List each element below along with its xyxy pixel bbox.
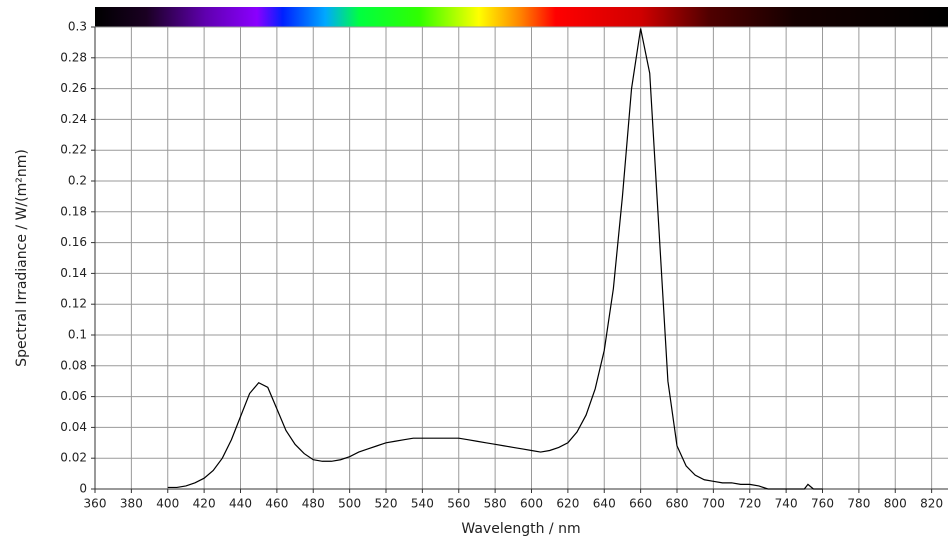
x-tick-label: 560 xyxy=(447,497,470,511)
x-tick-label: 480 xyxy=(302,497,325,511)
x-tick-label: 740 xyxy=(775,497,798,511)
y-tick-label: 0 xyxy=(79,482,87,496)
x-tick-label: 460 xyxy=(265,497,288,511)
x-tick-label: 580 xyxy=(484,497,507,511)
x-tick-label: 440 xyxy=(229,497,252,511)
y-tick-label: 0.26 xyxy=(60,81,87,95)
y-tick-label: 0.18 xyxy=(60,204,87,218)
y-tick-label: 0.16 xyxy=(60,235,87,249)
x-tick-label: 640 xyxy=(593,497,616,511)
x-tick-label: 420 xyxy=(193,497,216,511)
x-tick-label: 600 xyxy=(520,497,543,511)
x-tick-label: 380 xyxy=(120,497,143,511)
y-axis-title: Spectral Irradiance / W/(m²nm) xyxy=(14,149,30,367)
x-tick-label: 400 xyxy=(156,497,179,511)
x-tick-label: 500 xyxy=(338,497,361,511)
y-tick-label: 0.06 xyxy=(60,389,87,403)
spectrum-line xyxy=(167,28,823,490)
x-tick-label: 540 xyxy=(411,497,434,511)
x-tick-label: 760 xyxy=(811,497,834,511)
x-tick-label: 680 xyxy=(666,497,689,511)
y-tick-label: 0.28 xyxy=(60,50,87,64)
x-tick-label: 520 xyxy=(375,497,398,511)
y-tick-label: 0.1 xyxy=(68,328,87,342)
x-tick-label: 660 xyxy=(629,497,652,511)
y-tick-label: 0.24 xyxy=(60,112,87,126)
y-tick-label: 0.3 xyxy=(68,20,87,34)
x-tick-label: 360 xyxy=(84,497,107,511)
x-tick-label: 820 xyxy=(920,497,943,511)
x-tick-label: 800 xyxy=(884,497,907,511)
x-tick-label: 720 xyxy=(738,497,761,511)
x-tick-label: 620 xyxy=(556,497,579,511)
y-tick-label: 0.02 xyxy=(60,451,87,465)
x-axis-title: Wavelength / nm xyxy=(461,521,580,537)
x-tick-label: 780 xyxy=(847,497,870,511)
y-tick-label: 0.12 xyxy=(60,297,87,311)
y-tick-label: 0.04 xyxy=(60,420,87,434)
y-tick-label: 0.08 xyxy=(60,358,87,372)
y-tick-label: 0.2 xyxy=(68,174,87,188)
y-tick-label: 0.22 xyxy=(60,143,87,157)
spectrum-bar xyxy=(95,7,948,27)
y-tick-label: 0.14 xyxy=(60,266,87,280)
x-tick-label: 700 xyxy=(702,497,725,511)
